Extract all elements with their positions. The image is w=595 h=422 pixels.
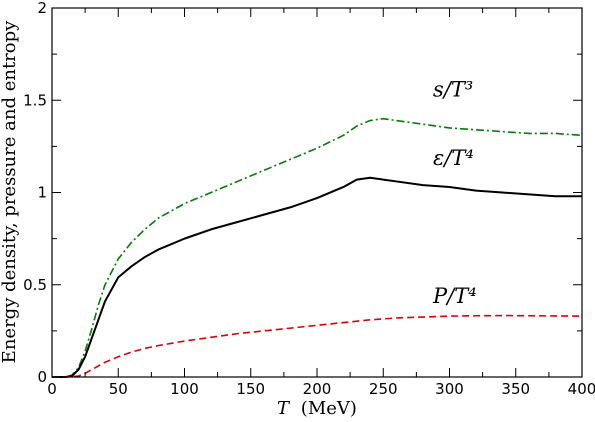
series-label-2: P/T⁴ — [432, 284, 477, 308]
x-tick-label: 250 — [369, 380, 398, 398]
series-layer — [52, 117, 583, 378]
series-label-0: s/T³ — [433, 78, 473, 102]
x-axis-unit: (MeV) — [301, 398, 357, 419]
x-axis-symbol: T — [277, 398, 291, 419]
ticks-layer: 0 50 100 150 200 250 300 350 400 0 0.5 1 1.5 2 — [23, 0, 595, 398]
y-tick-label: 2 — [37, 0, 47, 17]
series-label-1: ε/T⁴ — [433, 146, 474, 170]
x-tick-label: 150 — [236, 380, 265, 398]
x-tick-label: 300 — [435, 380, 464, 398]
series-line-2 — [52, 314, 583, 378]
series-line-0 — [52, 117, 583, 378]
x-tick-label: 0 — [47, 380, 57, 398]
series-line-1 — [52, 176, 582, 378]
y-tick-label: 1.5 — [23, 91, 47, 109]
x-tick-label: 200 — [303, 380, 332, 398]
plot-area: 0 50 100 150 200 250 300 350 400 0 0.5 1 1.5 2 s/T³ ε/… — [23, 0, 595, 398]
x-tick-label: 50 — [109, 380, 128, 398]
x-axis-label: T (MeV) — [277, 398, 357, 419]
y-tick-label: 1 — [37, 184, 47, 202]
x-tick-label: 400 — [568, 380, 595, 398]
x-tick-label: 100 — [170, 380, 199, 398]
x-tick-label: 350 — [501, 380, 530, 398]
y-tick-label: 0 — [37, 368, 47, 386]
series-label-layer: s/T³ ε/T⁴ P/T⁴ — [432, 78, 477, 309]
y-axis-label: Energy density, pressure and entropy — [0, 20, 20, 363]
y-tick-label: 0.5 — [23, 276, 47, 294]
